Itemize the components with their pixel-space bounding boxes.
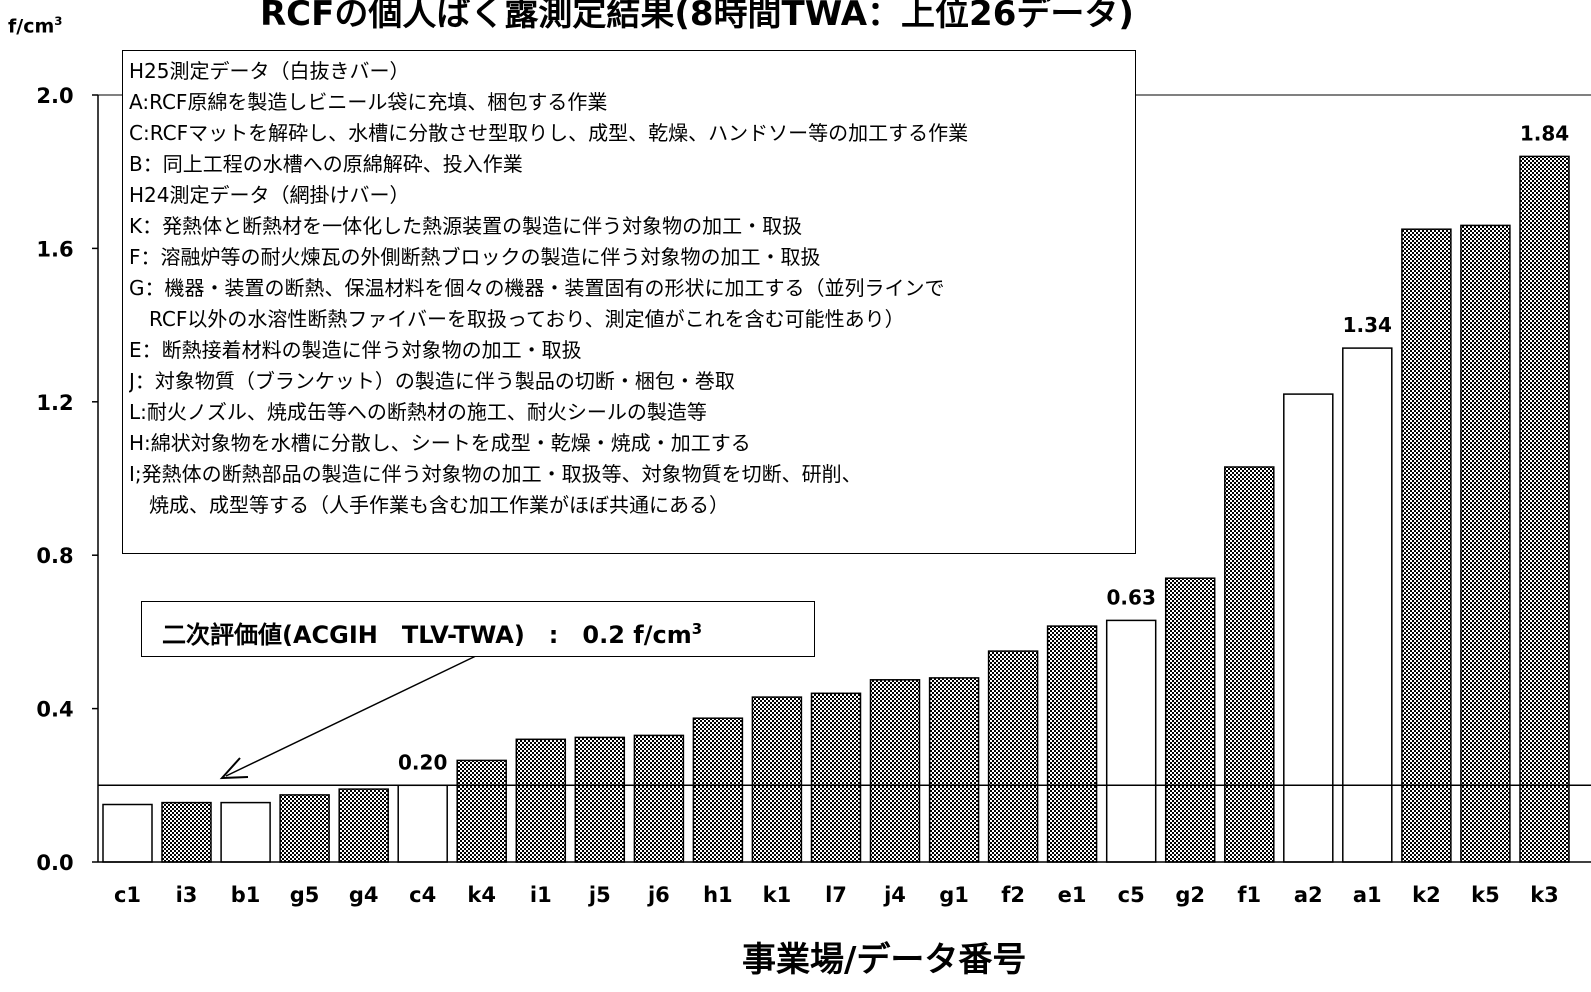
legend-line: 焼成、成型等する（人手作業も含む加工作業がほぼ共通にある） xyxy=(129,493,729,517)
bar-b1 xyxy=(220,801,271,863)
y-axis-unit: f/cm3 xyxy=(8,14,63,38)
legend-line: G：機器・装置の断熱、保温材料を個々の機器・装置固有の形状に加工する（並列ライン… xyxy=(129,276,945,300)
bar-l7 xyxy=(810,692,862,863)
bar-g4 xyxy=(338,788,389,863)
legend-line: L:耐火ノズル、焼成缶等への断熱材の施工、耐火シールの製造等 xyxy=(129,400,707,424)
x-tick-label: k1 xyxy=(763,883,792,907)
x-tick-label: i1 xyxy=(530,883,552,907)
x-tick-label: j5 xyxy=(588,883,611,907)
chart-title: RCFの個人ばく露測定結果(8時間TWA：上位26データ) xyxy=(260,0,1134,34)
x-tick-label: c5 xyxy=(1118,883,1145,907)
bar-j6 xyxy=(633,734,685,863)
legend-line: RCF以外の水溶性断熱ファイバーを取扱っており、測定値がこれを含む可能性あり） xyxy=(129,307,905,331)
legend-line: H25測定データ（白抜きバー） xyxy=(129,59,410,83)
bar-k1 xyxy=(751,696,803,863)
bar-f1 xyxy=(1224,466,1275,863)
bar-k5 xyxy=(1460,224,1511,863)
x-tick-label: i3 xyxy=(176,883,198,907)
bar-j5 xyxy=(574,736,626,863)
bar-j4 xyxy=(869,679,921,863)
bar-a1 xyxy=(1342,347,1393,863)
bar-c5 xyxy=(1105,619,1157,863)
legend-line: C:RCFマットを解砕し、水槽に分散させ型取りし、成型、乾燥、ハンドソー等の加工… xyxy=(129,121,969,145)
y-tick-label: 1.2 xyxy=(36,391,73,415)
bar-i1 xyxy=(515,738,567,863)
x-tick-label: b1 xyxy=(231,883,261,907)
x-tick-label: c1 xyxy=(114,883,141,907)
x-tick-label: f1 xyxy=(1237,883,1261,907)
x-tick-label: k3 xyxy=(1530,883,1559,907)
x-tick-label: g5 xyxy=(290,883,320,907)
y-tick-label: 1.6 xyxy=(36,237,73,261)
legend-line: H24測定データ（網掛けバー） xyxy=(129,183,410,207)
x-tick-label: e1 xyxy=(1058,883,1087,907)
y-tick-label: 0.8 xyxy=(36,544,73,568)
y-tick-label: 0.0 xyxy=(36,851,73,875)
x-tick-label: c4 xyxy=(409,883,436,907)
bar-g2 xyxy=(1164,577,1216,863)
x-tick-label: g4 xyxy=(349,883,379,907)
bar-k4 xyxy=(456,759,507,863)
legend-box: H25測定データ（白抜きバー） A:RCF原綿を製造しビニール袋に充填、梱包する作… xyxy=(122,50,1136,554)
x-tick-label: g2 xyxy=(1175,883,1205,907)
bar-a2 xyxy=(1283,393,1334,863)
bar-c1 xyxy=(102,803,153,863)
x-tick-label: j6 xyxy=(647,883,670,907)
legend-line: J：対象物質（ブランケット）の製造に伴う製品の切断・梱包・巻取 xyxy=(129,369,735,393)
x-tick-label: g1 xyxy=(939,883,969,907)
y-tick-label: 2.0 xyxy=(36,84,73,108)
x-tick-label: j4 xyxy=(883,883,906,907)
data-label: 0.63 xyxy=(1107,585,1156,609)
data-label: 1.34 xyxy=(1343,313,1392,337)
x-tick-label: h1 xyxy=(703,883,733,907)
reference-label-box: 二次評価値(ACGIH TLV-TWA) : 0.2 f/cm3 xyxy=(141,601,815,657)
bar-e1 xyxy=(1046,625,1098,863)
x-tick-label: a2 xyxy=(1294,883,1323,907)
x-tick-label: a1 xyxy=(1353,883,1382,907)
y-tick-label: 0.4 xyxy=(36,698,73,722)
legend-line: B：同上工程の水槽への原綿解砕、投入作業 xyxy=(129,152,523,176)
legend-line: I;発熱体の断熱部品の製造に伴う対象物の加工・取扱等、対象物質を切断、研削、 xyxy=(129,462,862,486)
x-tick-label: l7 xyxy=(825,883,847,907)
legend-line: F：溶融炉等の耐火煉瓦の外側断熱ブロックの製造に伴う対象物の加工・取扱 xyxy=(129,245,821,269)
x-tick-label: k2 xyxy=(1412,883,1441,907)
legend-line: H:綿状対象物を水槽に分散し、シートを成型・乾燥・焼成・加工する xyxy=(129,431,751,455)
arrowhead-icon xyxy=(219,757,249,780)
bar-k2 xyxy=(1401,228,1452,863)
bar-k3 xyxy=(1519,155,1570,863)
x-tick-label: f2 xyxy=(1001,883,1025,907)
bar-i3 xyxy=(161,801,212,863)
x-tick-label: k4 xyxy=(467,883,496,907)
bar-g5 xyxy=(279,794,330,863)
data-label: 0.20 xyxy=(398,750,447,774)
reference-pointer-arrow xyxy=(225,653,481,777)
legend-line: A:RCF原綿を製造しビニール袋に充填、梱包する作業 xyxy=(129,90,608,114)
legend-line: E：断熱接着材料の製造に伴う対象物の加工・取扱 xyxy=(129,338,582,362)
bar-h1 xyxy=(692,717,744,863)
bar-f2 xyxy=(987,650,1039,863)
data-label: 1.84 xyxy=(1520,121,1569,145)
bar-c4 xyxy=(397,784,448,863)
x-tick-label: k5 xyxy=(1471,883,1500,907)
bar-g1 xyxy=(928,677,980,863)
legend-line: K：発熱体と断熱材を一体化した熱源装置の製造に伴う対象物の加工・取扱 xyxy=(129,214,803,238)
x-axis-label: 事業場/データ番号 xyxy=(742,940,1027,980)
